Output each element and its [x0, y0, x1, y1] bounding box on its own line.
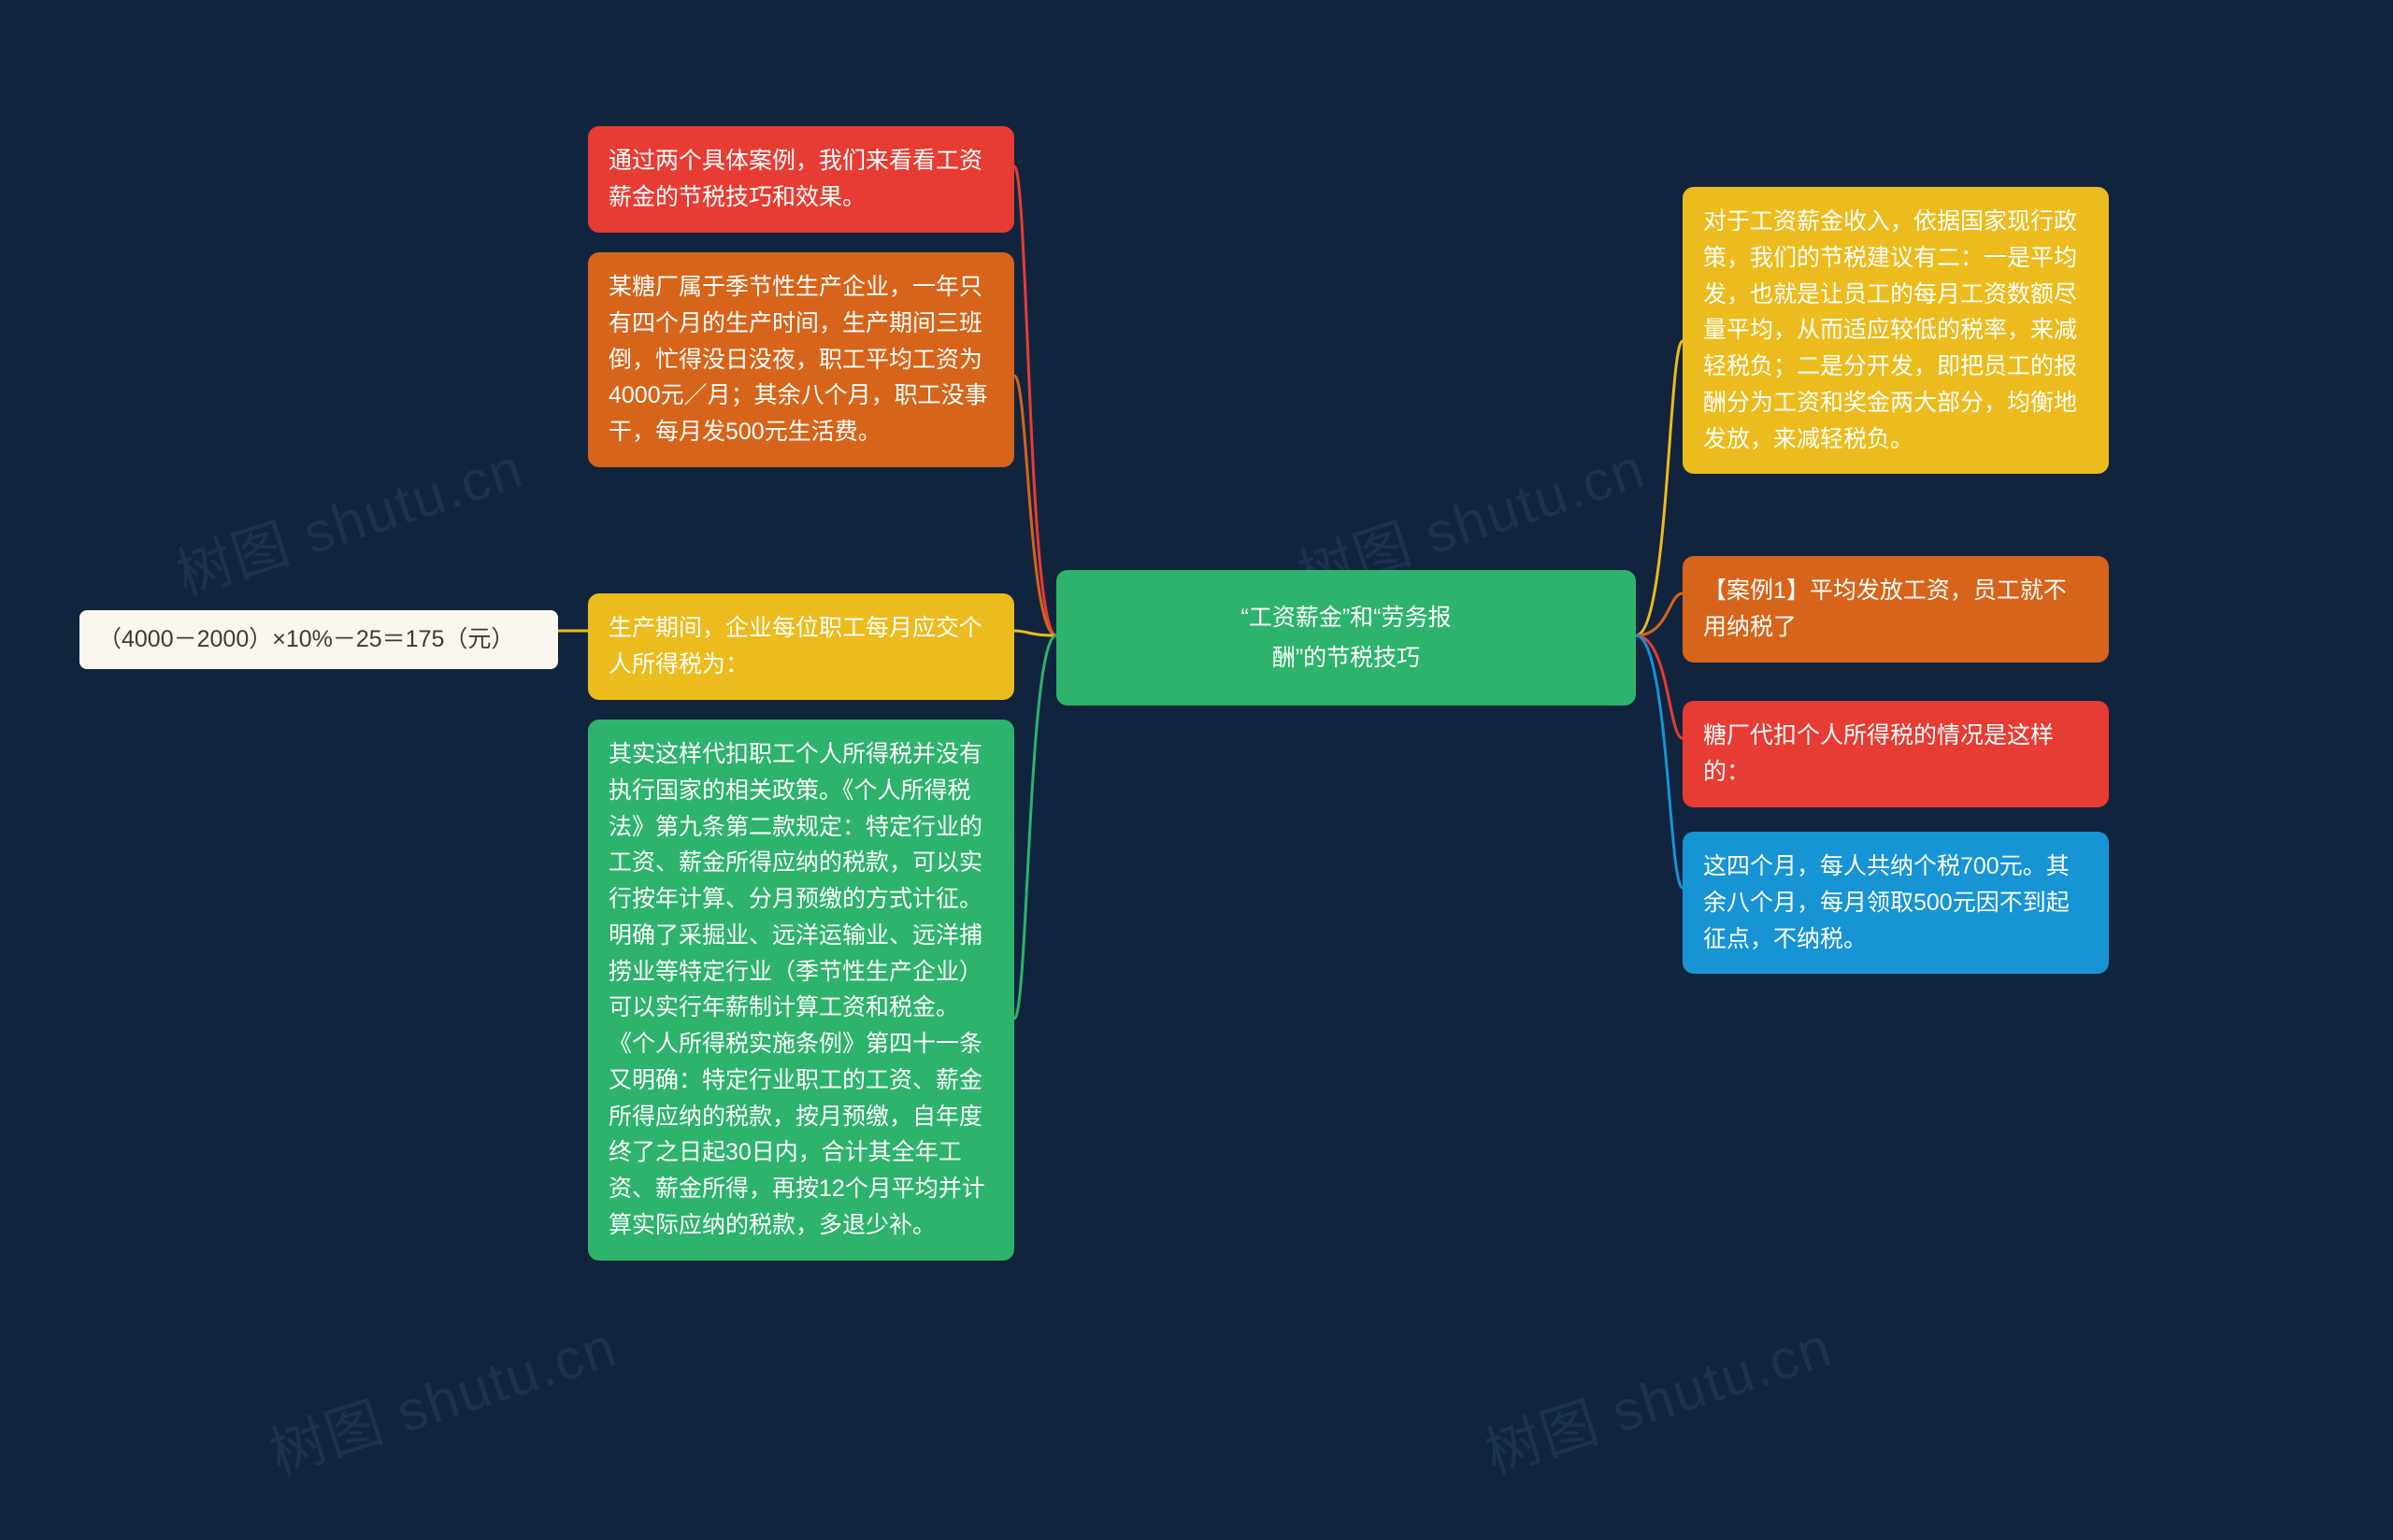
right-node-4[interactable]: 这四个月，每人共纳个税700元。其余八个月，每月领取500元因不到起征点，不纳税…: [1683, 832, 2109, 974]
left-node-1[interactable]: 通过两个具体案例，我们来看看工资薪金的节税技巧和效果。: [588, 126, 1014, 233]
watermark: 树图 shutu.cn: [165, 423, 533, 612]
right-node-1[interactable]: 对于工资薪金收入，依据国家现行政策，我们的节税建议有二：一是平均发，也就是让员工…: [1683, 187, 2109, 474]
right-node-2[interactable]: 【案例1】平均发放工资，员工就不用纳税了: [1683, 556, 2109, 663]
central-line1: “工资薪金”和“劳务报: [1086, 598, 1606, 638]
left-node-3[interactable]: 生产期间，企业每位职工每月应交个人所得税为：: [588, 593, 1014, 700]
left-node-2[interactable]: 某糖厂属于季节性生产企业，一年只有四个月的生产时间，生产期间三班倒，忙得没日没夜…: [588, 252, 1014, 467]
central-node[interactable]: “工资薪金”和“劳务报 酬”的节税技巧: [1056, 570, 1636, 706]
watermark: 树图 shutu.cn: [1473, 1302, 1841, 1490]
left-node-3-leaf[interactable]: （4000－2000）×10%－25＝175（元）: [79, 610, 558, 669]
left-node-4[interactable]: 其实这样代扣职工个人所得税并没有执行国家的相关政策。《个人所得税法》第九条第二款…: [588, 720, 1014, 1261]
right-node-3[interactable]: 糖厂代扣个人所得税的情况是这样的：: [1683, 701, 2109, 807]
central-line2: 酬”的节税技巧: [1086, 638, 1606, 678]
watermark: 树图 shutu.cn: [258, 1302, 626, 1490]
mindmap-canvas: 树图 shutu.cn 树图 shutu.cn 树图 shutu.cn 树图 s…: [0, 0, 2393, 1540]
